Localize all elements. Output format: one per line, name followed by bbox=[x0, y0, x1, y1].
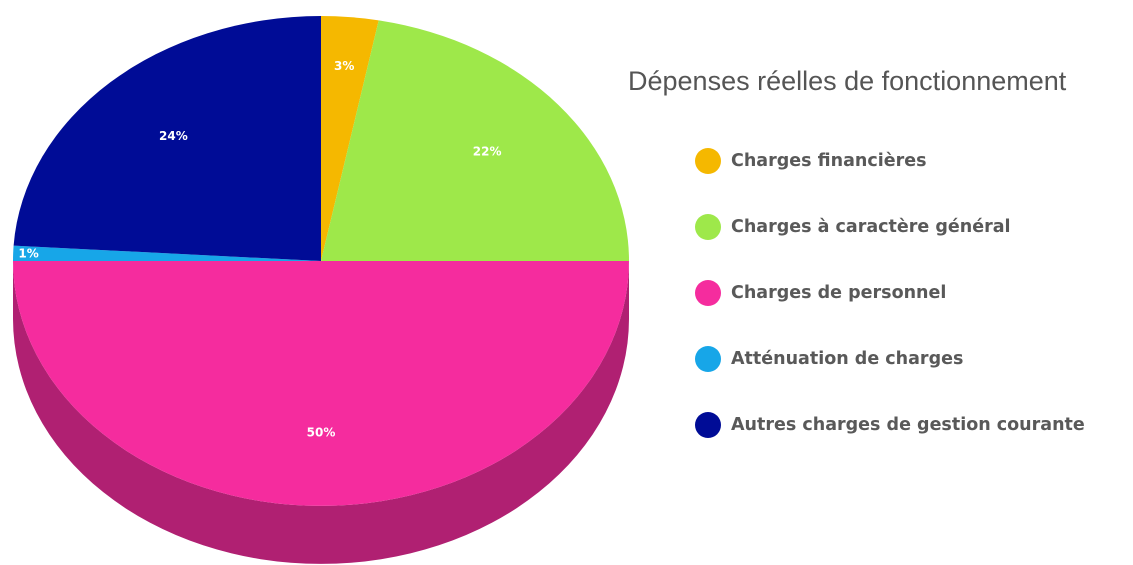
pie-chart: 3% 22% 50% 1% 24% bbox=[13, 15, 629, 564]
legend-label: Charges à caractère général bbox=[731, 217, 1011, 237]
pie-slice-charges-de-personnel[interactable] bbox=[13, 261, 629, 506]
legend-label: Charges financières bbox=[731, 151, 927, 171]
slice-value-label-attenuation-de-charges: 1% bbox=[18, 247, 38, 261]
pie-depth bbox=[13, 261, 629, 564]
legend-swatch-charges-de-personnel bbox=[695, 280, 721, 306]
legend: Charges financières Charges à caractère … bbox=[695, 140, 1085, 470]
legend-item-charges-financieres[interactable]: Charges financières bbox=[695, 140, 1085, 182]
pie-slice-charges-a-caractere-general[interactable] bbox=[321, 20, 629, 261]
legend-swatch-autres-charges-gestion-courante bbox=[695, 412, 721, 438]
legend-item-charges-de-personnel[interactable]: Charges de personnel bbox=[695, 272, 1085, 314]
legend-label: Charges de personnel bbox=[731, 283, 947, 303]
legend-item-autres-charges-gestion-courante[interactable]: Autres charges de gestion courante bbox=[695, 404, 1085, 446]
slice-value-label-autres-charges-de-gestion-courante: 24% bbox=[159, 129, 188, 143]
pie-slices bbox=[13, 15, 629, 506]
legend-item-charges-caractere-general[interactable]: Charges à caractère général bbox=[695, 206, 1085, 248]
slice-value-label-charges-financieres: 3% bbox=[334, 59, 354, 73]
pie-slice-attenuation-de-charges[interactable] bbox=[13, 245, 321, 261]
slice-labels: 3% 22% 50% 1% 24% bbox=[18, 59, 501, 440]
slice-value-label-charges-a-caractere-general: 22% bbox=[473, 145, 502, 159]
legend-label: Autres charges de gestion courante bbox=[731, 415, 1085, 435]
pie-slice-autres-charges-de-gestion-courante[interactable] bbox=[13, 15, 322, 262]
legend-swatch-charges-caractere-general bbox=[695, 214, 721, 240]
legend-swatch-attenuation-de-charges bbox=[695, 346, 721, 372]
pie-side-charges-de-personnel bbox=[13, 261, 629, 564]
slice-value-label-charges-de-personnel: 50% bbox=[307, 426, 336, 440]
pie-slice-charges-financieres[interactable] bbox=[321, 16, 379, 261]
legend-label: Atténuation de charges bbox=[731, 349, 964, 369]
legend-item-attenuation-de-charges[interactable]: Atténuation de charges bbox=[695, 338, 1085, 380]
legend-swatch-charges-financieres bbox=[695, 148, 721, 174]
chart-title: Dépenses réelles de fonctionnement bbox=[628, 66, 1067, 96]
